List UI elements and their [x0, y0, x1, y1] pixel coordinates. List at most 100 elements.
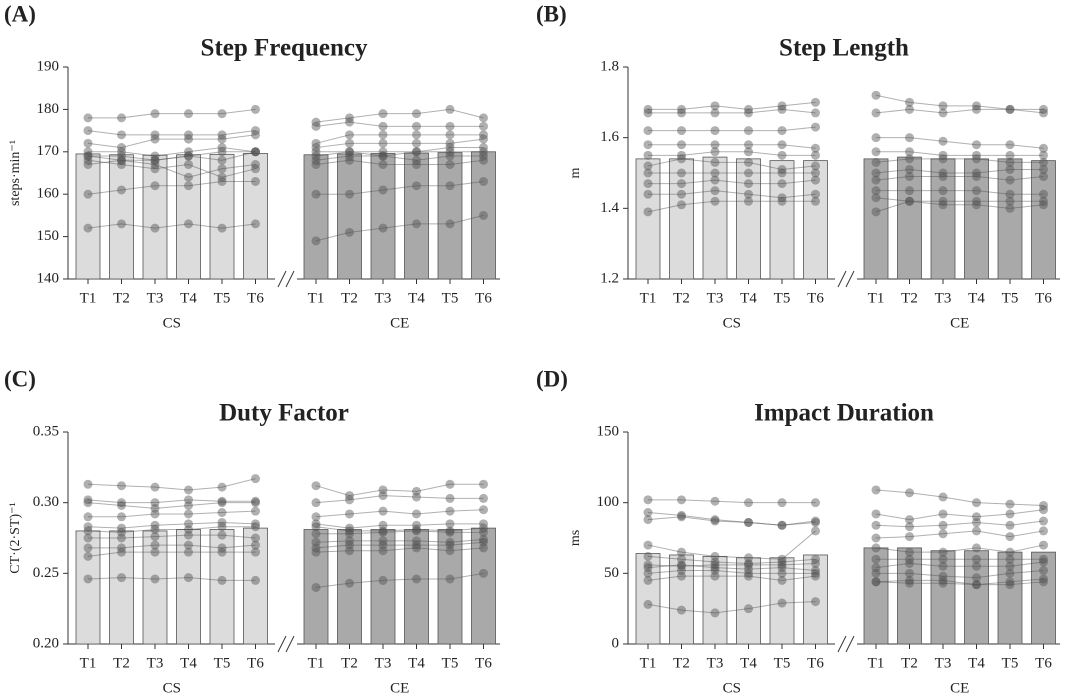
x-tick-label: T3 [935, 655, 952, 671]
subject-line [647, 570, 816, 574]
subject-point [184, 530, 193, 540]
subject-point [1039, 505, 1048, 515]
bar [370, 153, 396, 280]
subject-point [345, 491, 354, 501]
bar [337, 529, 362, 645]
x-tick-label: T6 [1035, 290, 1052, 306]
subject-point [184, 151, 193, 161]
subject-point [445, 526, 455, 536]
bar [142, 154, 168, 280]
subject-point [445, 219, 455, 229]
y-tick-label: 0.20 [33, 635, 59, 651]
subject-point [972, 154, 981, 164]
subject-point [905, 133, 914, 143]
subject-point [479, 113, 488, 123]
bar [897, 547, 922, 645]
subject-point [744, 560, 753, 570]
subject-point [445, 130, 455, 140]
subject-point [677, 554, 686, 564]
subject-point [677, 571, 686, 581]
subject-point [311, 147, 321, 157]
subject-point [777, 164, 787, 174]
subject-point [1039, 554, 1048, 564]
subject-point [251, 160, 260, 170]
subject-point [871, 147, 881, 157]
panel: (B) Step Length m 1.2 1.4 1.6 1.8 T1 T2 T3 T4 T5 T6 C… [536, 1, 1060, 331]
subject-line [315, 214, 484, 242]
subject-point [251, 496, 260, 506]
x-tick-label: T5 [1002, 290, 1019, 306]
subject-point [83, 543, 93, 553]
subject-point [938, 571, 948, 581]
subject-point [345, 546, 354, 556]
x-tick-label: T1 [308, 655, 325, 671]
subject-point [150, 498, 160, 508]
subject-point [871, 577, 881, 587]
y-tick-label: 100 [597, 494, 620, 510]
subject-point [83, 151, 93, 161]
subject-point [378, 575, 388, 585]
subject-point [1005, 104, 1015, 114]
y-axis-label: ms [568, 530, 583, 546]
subject-point [777, 104, 787, 114]
bar [337, 153, 362, 280]
subject-point [412, 509, 421, 519]
subject-line [88, 534, 256, 539]
subject-point [1039, 200, 1048, 210]
subject-point [938, 509, 948, 519]
subject-point [251, 575, 260, 585]
subject-point [972, 554, 981, 564]
subject-point [1039, 577, 1048, 587]
subject-point [1005, 577, 1015, 587]
subject-point [378, 185, 388, 195]
subject-point [643, 140, 653, 150]
subject-line [648, 101, 816, 110]
subject-line [315, 541, 484, 549]
subject-point [217, 522, 227, 532]
subject-line [875, 561, 1044, 569]
subject-point [117, 523, 126, 533]
x-tick-label: T4 [408, 655, 425, 671]
subject-point [1005, 157, 1015, 167]
subject-point [1039, 500, 1048, 510]
subject-point [150, 520, 160, 530]
subject-point [972, 168, 981, 178]
subject-point [412, 147, 421, 157]
y-tick-label: 180 [37, 101, 60, 117]
group-label: CE [950, 680, 969, 696]
y-tick-label: 140 [37, 270, 60, 286]
subject-point [1039, 157, 1048, 167]
subject-point [710, 175, 720, 185]
subject-point [871, 193, 881, 203]
subject-point [938, 196, 948, 206]
subject-point [744, 126, 753, 136]
panel: (D) Impact Duration ms 0 50 100 150 T1 T2 T3 T4 T5 T… [536, 366, 1060, 696]
subject-point [777, 101, 787, 111]
subject-point [1039, 172, 1048, 182]
subject-point [412, 520, 421, 530]
subject-point [1039, 104, 1048, 114]
subject-point [251, 474, 260, 484]
subject-point [412, 147, 421, 157]
subject-point [744, 147, 753, 157]
subject-point [643, 563, 653, 573]
subject-point [479, 147, 488, 157]
subject-point [378, 540, 388, 550]
bar [176, 529, 201, 645]
subject-line [647, 516, 816, 526]
subject-line [875, 509, 1044, 521]
subject-line [875, 489, 1044, 506]
subject-point [744, 517, 753, 527]
x-tick-label: T2 [673, 290, 690, 306]
subject-point [744, 168, 753, 178]
subject-point [777, 560, 787, 570]
subject-point [871, 577, 881, 587]
subject-point [479, 519, 488, 529]
subject-point [1039, 566, 1048, 576]
subject-point [184, 160, 193, 170]
subject-point [744, 189, 753, 199]
subject-point [1039, 516, 1048, 526]
x-tick-label: T2 [901, 290, 918, 306]
subject-point [445, 104, 455, 114]
subject-point [777, 520, 787, 530]
